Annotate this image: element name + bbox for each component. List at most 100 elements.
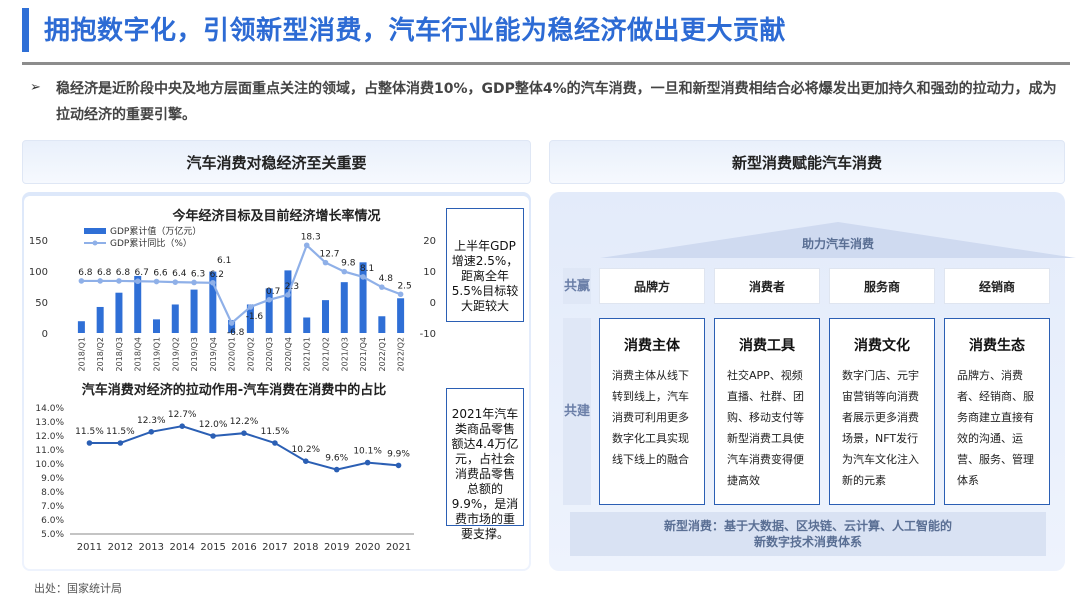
x-tick-label: 2017 [262, 542, 287, 553]
gdp-callout: 上半年GDP增速2.5%，距离全年5.5%目标较大距较大 [446, 208, 524, 322]
gdp-yoy-point [228, 320, 235, 326]
gdp-yoy-line [81, 243, 402, 325]
left-section-header: 汽车消费对稳经济至关重要 [22, 140, 531, 184]
y-right-tick: 20 [423, 236, 436, 247]
y-right-tick: 0 [430, 298, 436, 309]
chart2-title: 汽车消费对经济的拉动作用-汽车消费在消费中的占比 [81, 383, 387, 398]
x-tick-label: 2018/Q3 [115, 337, 124, 371]
card-body: 社交APP、视频直播、社群、团购、移动支付等新型消费工具使汽车消费变得便捷高效 [727, 369, 804, 487]
x-tick-label: 2019/Q3 [190, 337, 199, 371]
auto-share-callout: 2021年汽车类商品零售额达4.4万亿元，占社会消费品零售总额的9.9%，是消费… [446, 388, 524, 541]
entity-brand: 品牌方 [599, 268, 705, 304]
gdp-extra-label: 6.1 [217, 256, 231, 266]
gdp-yoy-point [210, 279, 216, 286]
gdp-yoy-point [78, 278, 85, 284]
gdp-bar [209, 271, 217, 333]
y-left-tick: 50 [35, 298, 48, 309]
x-tick-label: 2019 [324, 542, 349, 553]
foundation-line-1: 新型消费：基于大数据、区块链、云计算、人工智能的 [663, 519, 952, 533]
gdp-yoy-label: 8.1 [360, 264, 374, 274]
share-point [395, 462, 402, 469]
share-point [117, 440, 124, 446]
share-label: 11.5% [75, 427, 104, 437]
gdp-yoy-label: 6.8 [116, 268, 131, 278]
pyramid-label: 助力汽车消费 [801, 237, 874, 251]
pyramid-shape [600, 222, 1076, 258]
gdp-yoy-label: 9.8 [341, 259, 356, 269]
gdp-yoy-point [322, 259, 329, 266]
gdp-yoy-point [153, 278, 160, 285]
page-title: 拥抱数字化，引领新型消费，汽车行业能为稳经济做出更大贡献 [44, 16, 787, 46]
x-tick-label: 2015 [200, 542, 225, 553]
gdp-yoy-point [191, 279, 197, 286]
y-tick: 8.0% [41, 488, 64, 498]
gdp-bar [134, 275, 142, 333]
legend-bar-label: GDP累计值（万亿元） [110, 225, 201, 237]
source-note: 出处：国家统计局 [34, 582, 122, 595]
x-tick-label: 2018/Q2 [96, 337, 105, 371]
gdp-yoy-label: -1.6 [246, 312, 264, 322]
share-label: 9.6% [325, 454, 348, 464]
gdp-bar [153, 319, 160, 333]
gdp-yoy-point [266, 297, 272, 303]
side-label-co-build: 共建 [563, 318, 591, 505]
left-inner-panel [24, 196, 529, 569]
x-tick-label: 2016 [231, 542, 256, 553]
share-point [241, 430, 247, 436]
share-label: 10.1% [353, 447, 382, 457]
title-accent-bar [22, 8, 29, 52]
share-point [210, 433, 216, 439]
x-tick-label: 2021/Q2 [322, 337, 331, 371]
x-tick-label: 2020/Q3 [265, 337, 274, 371]
y-left-tick: 0 [42, 329, 48, 340]
share-point [86, 440, 93, 446]
share-label: 10.2% [292, 445, 321, 455]
gdp-yoy-point [134, 278, 141, 285]
share-label: 9.9% [387, 449, 410, 459]
y-tick: 14.0% [35, 404, 64, 414]
entity-dealer: 经销商 [944, 268, 1050, 304]
share-label: 12.7% [168, 410, 197, 420]
card-title: 消费文化 [854, 338, 910, 354]
y-tick: 7.0% [41, 502, 64, 512]
card-title: 消费工具 [739, 338, 795, 354]
card-consumer-culture: 消费文化 数字门店、元宇宙营销等向消费者展示更多消费场景，NFT发行为汽车文化注… [829, 318, 935, 505]
share-point [333, 466, 340, 473]
share-point [272, 440, 278, 446]
card-consumer-subject: 消费主体 消费主体从线下转到线上，汽车消费可利用更多数字化工具实现线下线上的融合 [599, 318, 705, 505]
x-tick-label: 2019/Q1 [153, 337, 162, 371]
x-tick-label: 2021/Q3 [340, 337, 349, 371]
share-label: 12.3% [137, 416, 166, 426]
gdp-yoy-point [341, 268, 348, 275]
y-right-tick: -10 [420, 329, 436, 340]
y-tick: 10.0% [35, 460, 64, 470]
gdp-bar [96, 306, 104, 333]
x-tick-label: 2019/Q4 [209, 337, 218, 371]
gdp-yoy-label: 6.8 [78, 268, 93, 278]
gdp-yoy-point [379, 284, 385, 290]
x-tick-label: 2020/Q4 [284, 337, 293, 371]
y-right-tick: 10 [423, 267, 436, 278]
legend-line-label: GDP累计同比（%） [110, 237, 192, 249]
x-tick-label: 2018/Q1 [77, 337, 86, 371]
side-label-win-win: 共赢 [563, 268, 591, 304]
card-consumer-tools: 消费工具 社交APP、视频直播、社群、团购、移动支付等新型消费工具使汽车消费变得… [714, 318, 820, 505]
share-point [179, 423, 185, 429]
gdp-bar [303, 317, 311, 333]
gdp-yoy-label: 2.5 [397, 281, 411, 291]
share-label: 11.5% [261, 427, 290, 437]
gdp-bar [171, 304, 179, 333]
card-body: 品牌方、消费者、经销商、服务商建立直接有效的沟通、运营、服务、管理体系 [957, 369, 1034, 487]
gdp-yoy-label: 0.7 [266, 287, 280, 297]
gdp-bar [322, 300, 329, 333]
gdp-bar [77, 321, 85, 333]
share-point [303, 458, 309, 464]
gdp-yoy-label: -6.8 [227, 328, 245, 338]
y-left-tick: 100 [29, 267, 48, 278]
gdp-yoy-label: 2.3 [285, 282, 299, 292]
gdp-yoy-label: 6.6 [153, 269, 168, 279]
right-section-header: 新型消费赋能汽车消费 [549, 140, 1065, 184]
x-tick-label: 2011 [77, 542, 102, 553]
gdp-bar [228, 319, 236, 333]
x-tick-label: 2019/Q2 [171, 337, 180, 371]
